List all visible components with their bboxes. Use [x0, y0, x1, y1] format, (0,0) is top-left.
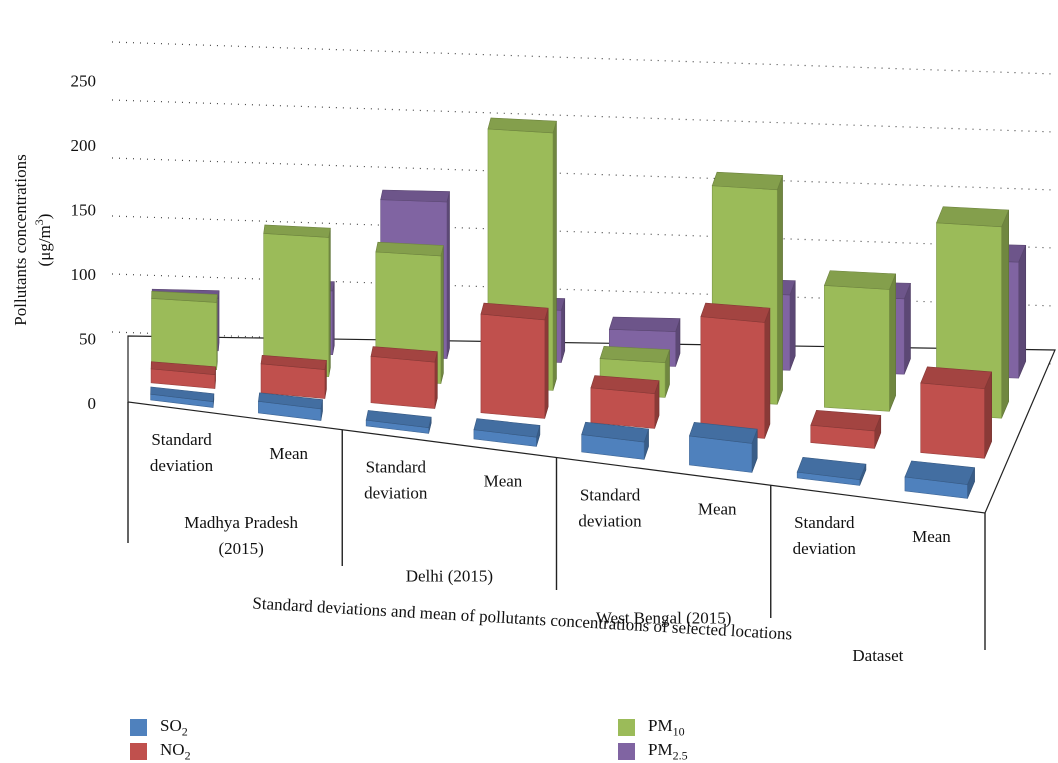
- category-label: Mean: [912, 527, 951, 546]
- legend-label: SO2: [160, 716, 188, 739]
- category-label: deviation: [364, 484, 428, 503]
- gridline: [111, 215, 1056, 249]
- bar-so2-3: [473, 418, 541, 447]
- category-label: deviation: [793, 539, 857, 558]
- bar-no2-1: [260, 354, 327, 399]
- y-tick-label: 100: [71, 265, 97, 284]
- bar-no2-4: [590, 375, 660, 429]
- bar-pm10-6: [823, 270, 897, 412]
- legend-item: SO2: [130, 716, 188, 739]
- gridline: [111, 41, 1056, 75]
- legend-swatch: [130, 743, 147, 761]
- legend-swatch: [618, 719, 635, 737]
- y-tick-label: 200: [71, 136, 97, 155]
- bar-so2-6: [796, 456, 867, 486]
- category-label: Standard: [794, 513, 855, 532]
- category-labels: Standard deviation Mean Madhya Pradesh (2015…: [127, 402, 986, 665]
- y-axis-unit: (μg/m3): [32, 214, 54, 267]
- legend-item: PM2.5: [618, 740, 688, 763]
- bars: [150, 117, 1027, 499]
- bar-no2-2: [370, 346, 438, 409]
- bar-so2-5: [689, 422, 758, 473]
- legend-item: NO2: [130, 740, 191, 763]
- bar-pm10-1: [263, 224, 331, 377]
- y-tick-label: 150: [71, 201, 97, 220]
- y-tick-label: 250: [71, 72, 97, 91]
- legend-swatch: [130, 719, 147, 737]
- bar-so2-1: [258, 392, 323, 421]
- category-label: Standard: [366, 458, 427, 477]
- group-label: West Bengal (2015): [596, 608, 732, 627]
- legend-swatch: [618, 743, 635, 761]
- legend-label: PM2.5: [648, 740, 688, 763]
- category-label: Standard: [580, 485, 641, 504]
- bar-no2-7: [920, 366, 993, 459]
- bar-no2-3: [480, 302, 549, 419]
- category-label: deviation: [578, 511, 642, 530]
- group-label: (2015): [218, 539, 263, 558]
- category-label: deviation: [150, 456, 214, 475]
- bar-no2-5: [700, 302, 771, 439]
- legend-label: NO2: [160, 740, 191, 763]
- y-axis-ticks: 0 50 100 150 200 250: [71, 72, 97, 414]
- bar-so2-2: [365, 410, 432, 434]
- bar-no2-0: [150, 361, 216, 389]
- legend: SO2 NO2 PM10 PM2.5: [0, 708, 1058, 762]
- group-label: Dataset: [852, 646, 903, 665]
- bar-pm10-0: [151, 290, 218, 371]
- y-tick-label: 50: [79, 330, 96, 349]
- gridline: [111, 99, 1056, 133]
- gridline: [111, 157, 1056, 191]
- group-label: Madhya Pradesh: [184, 513, 298, 532]
- category-label: Mean: [269, 444, 308, 463]
- legend-label: PM10: [648, 716, 685, 739]
- bar-no2-6: [810, 410, 882, 449]
- category-label: Mean: [484, 472, 523, 491]
- legend-item: PM10: [618, 716, 685, 739]
- bar-so2-4: [581, 421, 649, 460]
- category-label: Standard: [151, 430, 212, 449]
- y-tick-label: 0: [88, 394, 97, 413]
- bar-so2-7: [904, 460, 976, 499]
- bar-so2-0: [150, 386, 215, 408]
- group-label: Delhi (2015): [406, 567, 493, 586]
- y-axis-title: Pollutants concentrations: [11, 154, 30, 325]
- category-label: Mean: [698, 499, 737, 518]
- gridline: [111, 273, 1056, 307]
